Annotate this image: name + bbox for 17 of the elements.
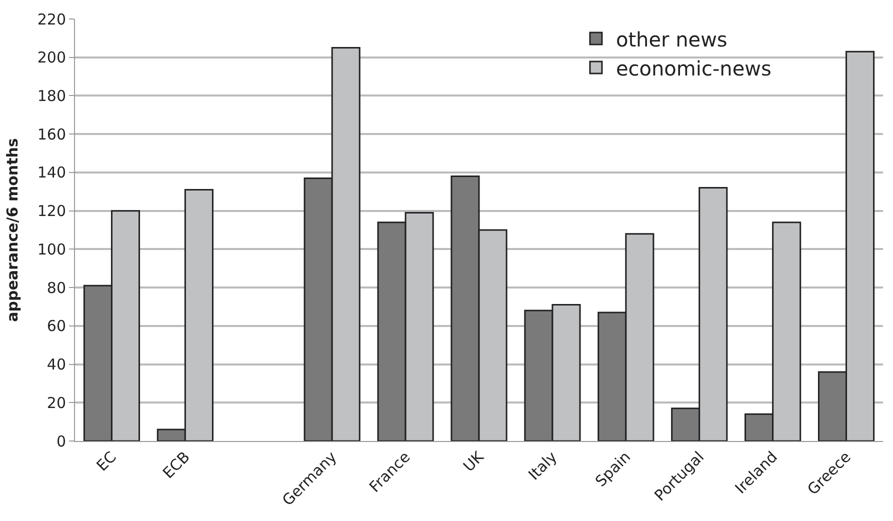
legend-label: other news: [616, 27, 728, 52]
x-tick-label: UK: [460, 447, 488, 476]
y-tick-label: 180: [37, 86, 66, 105]
y-tick-label: 140: [37, 164, 66, 182]
y-tick-label: 40: [46, 356, 66, 374]
y-axis-title: appearance/6 months: [4, 138, 22, 322]
y-tick-label: 220: [37, 10, 66, 28]
x-tick-label: EC: [93, 448, 120, 475]
legend-label: economic-news: [616, 56, 772, 80]
y-tick-label: 160: [37, 125, 66, 144]
y-tick-label: 120: [37, 202, 66, 220]
y-tick-label: 20: [46, 394, 66, 412]
y-tick-label: 80: [46, 278, 66, 297]
y-tick-label: 100: [37, 240, 66, 258]
y-tick-label: 200: [37, 48, 66, 67]
y-tick-label: 60: [46, 317, 66, 336]
y-tick-label: 0: [56, 432, 66, 450]
